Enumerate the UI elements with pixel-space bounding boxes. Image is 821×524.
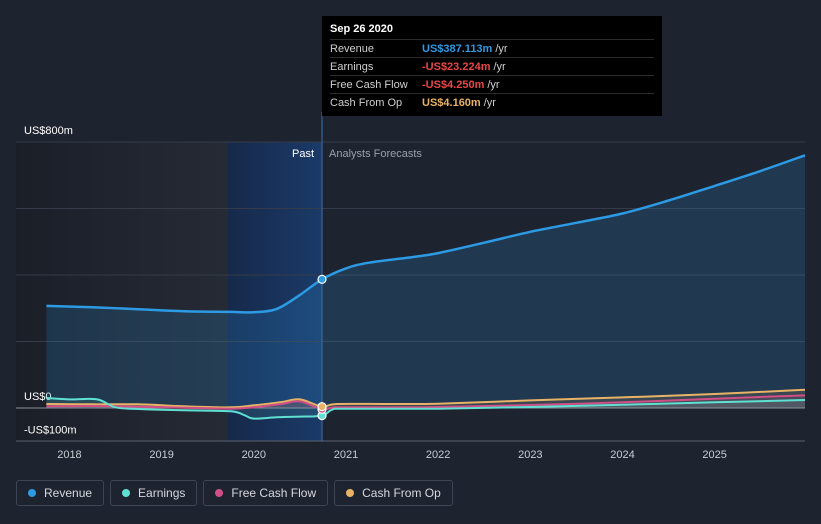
tooltip-row-revenue: Revenue US$387.113m /yr: [330, 39, 654, 57]
marker-cash-from-op: [317, 402, 327, 412]
tooltip-row-cash-from-op: Cash From Op US$4.160m /yr: [330, 93, 654, 111]
series-line-earnings: [46, 397, 806, 420]
tooltip-unit: /yr: [495, 42, 508, 55]
legend-label: Revenue: [44, 486, 93, 500]
revenue-dot-icon: [28, 489, 36, 497]
earnings-dot-icon: [122, 489, 131, 497]
x-tick-label: 2019: [149, 449, 173, 461]
x-tick-label: 2020: [242, 449, 266, 461]
marker-revenue: [317, 274, 327, 284]
tooltip-value: -US$23.224m: [422, 60, 491, 73]
tooltip-date: Sep 26 2020: [330, 23, 393, 35]
tooltip-unit: /yr: [483, 96, 496, 109]
free-cash-flow-dot-icon: [215, 489, 224, 497]
y-tick-label: -US$100m: [24, 424, 77, 436]
tooltip-label: Cash From Op: [330, 96, 403, 109]
tooltip-row-free-cash-flow: Free Cash Flow -US$4.250m /yr: [330, 75, 654, 93]
series-area: [46, 395, 805, 410]
x-tick-label: 2021: [334, 449, 358, 461]
x-tick-label: 2023: [518, 449, 542, 461]
tooltip-label: Free Cash Flow: [330, 78, 408, 91]
tooltip-label: Earnings: [330, 60, 374, 73]
past-region: [16, 142, 228, 441]
legend-item-earnings[interactable]: Earnings: [110, 480, 198, 506]
x-tick-label: 2025: [702, 449, 726, 461]
x-tick-label: 2024: [610, 449, 634, 461]
legend-item-free-cash-flow[interactable]: Free Cash Flow: [203, 480, 329, 506]
tooltip-value: US$4.160m: [422, 96, 481, 109]
tooltip-unit: /yr: [493, 60, 506, 73]
tooltip: Sep 26 2020 Revenue US$387.113m /yr Earn…: [322, 16, 662, 116]
revenue-area: [46, 155, 805, 408]
tooltip-unit: /yr: [487, 78, 500, 91]
x-tick-label: 2018: [57, 449, 81, 461]
y-tick-label: US$800m: [24, 125, 73, 137]
tooltip-row-earnings: Earnings -US$23.224m /yr: [330, 57, 654, 75]
tooltip-label: Revenue: [330, 42, 375, 55]
tooltip-value: -US$4.250m: [422, 78, 485, 91]
chart-legend: Revenue Earnings Free Cash Flow Cash Fro…: [16, 480, 453, 506]
cash-from-op-dot-icon: [346, 489, 355, 497]
legend-item-cash-from-op[interactable]: Cash From Op: [334, 480, 453, 506]
y-tick-label: US$0: [24, 391, 52, 403]
forecast-label: Analysts Forecasts: [329, 148, 422, 160]
series-line-revenue: [46, 154, 806, 314]
past-label: Past: [292, 148, 314, 160]
x-tick-label: 2022: [426, 449, 450, 461]
tooltip-value: US$387.113m: [422, 42, 493, 55]
legend-label: Free Cash Flow: [231, 486, 317, 500]
legend-label: Cash From Op: [362, 486, 441, 500]
legend-item-revenue[interactable]: Revenue: [16, 480, 105, 506]
legend-label: Earnings: [138, 486, 186, 500]
